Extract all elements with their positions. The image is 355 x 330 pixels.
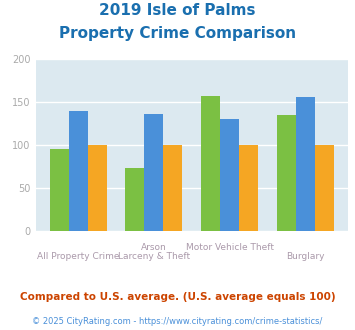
Text: Property Crime Comparison: Property Crime Comparison bbox=[59, 26, 296, 41]
Legend: Isle of Palms, South Carolina, National: Isle of Palms, South Carolina, National bbox=[41, 329, 343, 330]
Text: Compared to U.S. average. (U.S. average equals 100): Compared to U.S. average. (U.S. average … bbox=[20, 292, 335, 302]
Text: 2019 Isle of Palms: 2019 Isle of Palms bbox=[99, 3, 256, 18]
Text: © 2025 CityRating.com - https://www.cityrating.com/crime-statistics/: © 2025 CityRating.com - https://www.city… bbox=[32, 317, 323, 326]
Text: Arson: Arson bbox=[141, 243, 167, 252]
Text: All Property Crime: All Property Crime bbox=[37, 251, 119, 261]
Bar bbox=[88, 145, 106, 231]
Bar bbox=[315, 145, 334, 231]
Bar bbox=[296, 97, 315, 231]
Text: Motor Vehicle Theft: Motor Vehicle Theft bbox=[186, 243, 274, 252]
Bar bbox=[220, 118, 239, 231]
Bar bbox=[50, 149, 69, 231]
Text: Burglary: Burglary bbox=[286, 251, 324, 261]
Bar bbox=[201, 96, 220, 231]
Bar bbox=[69, 111, 88, 231]
Bar bbox=[239, 145, 258, 231]
Bar bbox=[277, 115, 296, 231]
Bar bbox=[144, 114, 163, 231]
Text: Larceny & Theft: Larceny & Theft bbox=[118, 251, 190, 261]
Bar bbox=[125, 168, 144, 231]
Bar bbox=[163, 145, 182, 231]
